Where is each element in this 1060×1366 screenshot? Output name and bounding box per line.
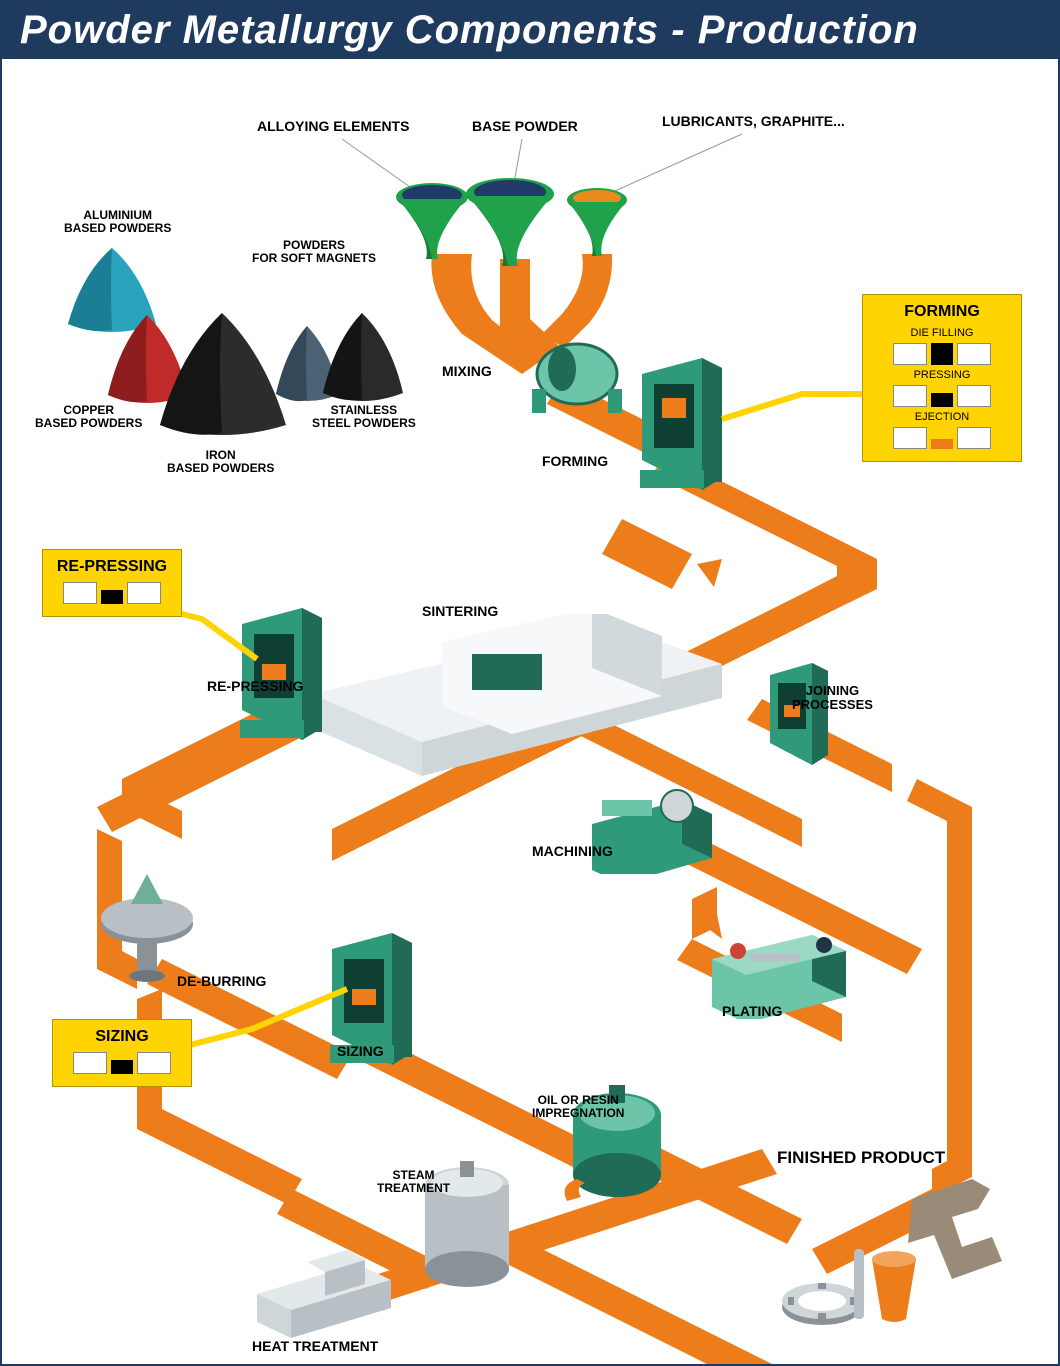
callout-forming-step-0: DIE FILLING xyxy=(873,327,1011,339)
callout-forming-die-1 xyxy=(873,385,1011,407)
callout-forming-die-0 xyxy=(873,343,1011,365)
callout-forming-die-2 xyxy=(873,427,1011,449)
callout-sizing-title: SIZING xyxy=(63,1028,181,1046)
callout-forming-step-2: EJECTION xyxy=(873,411,1011,423)
callout-repressing-title: RE-PRESSING xyxy=(53,558,171,576)
callout-forming-step-1: PRESSING xyxy=(873,369,1011,381)
callout-sizing-die xyxy=(63,1052,181,1074)
diagram-canvas: ALLOYING ELEMENTS BASE POWDER LUBRICANTS… xyxy=(2,59,1058,1365)
callout-sizing: SIZING xyxy=(52,1019,192,1087)
callout-repressing: RE-PRESSING xyxy=(42,549,182,617)
title-bar: Powder Metallurgy Components - Productio… xyxy=(2,2,1058,59)
callout-forming-title: FORMING xyxy=(873,303,1011,321)
callout-repressing-die xyxy=(53,582,171,604)
leader-sizing xyxy=(2,59,1060,1366)
callout-forming: FORMING DIE FILLING PRESSING EJECTION xyxy=(862,294,1022,462)
